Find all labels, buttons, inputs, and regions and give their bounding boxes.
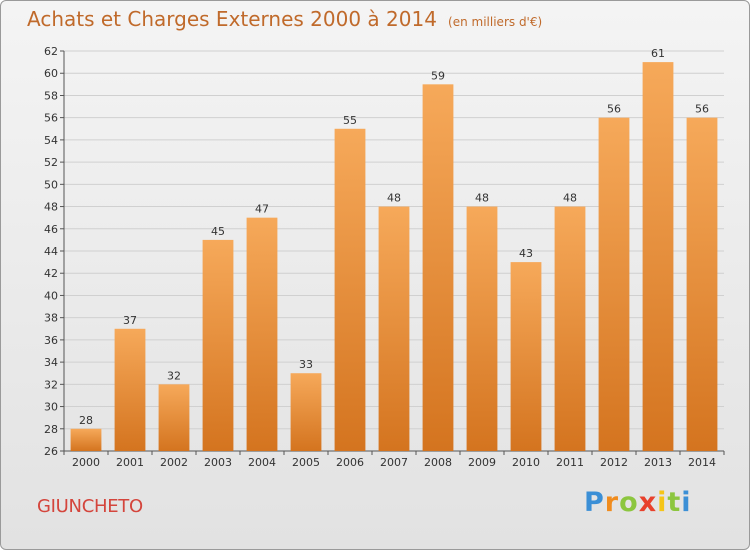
data-label: 47 xyxy=(255,203,269,216)
x-tick-label: 2009 xyxy=(468,456,496,469)
bar xyxy=(70,428,102,451)
data-label: 33 xyxy=(299,358,313,371)
y-tick-label: 26 xyxy=(44,445,58,458)
y-tick-label: 42 xyxy=(44,267,58,280)
x-tick-label: 2004 xyxy=(248,456,276,469)
data-label: 59 xyxy=(431,69,445,82)
proxiti-logo[interactable]: Proxiti xyxy=(584,487,692,518)
x-tick-label: 2007 xyxy=(380,456,408,469)
y-tick-label: 56 xyxy=(44,112,58,125)
subtitle-text: (en milliers d'€) xyxy=(448,15,543,29)
y-tick-label: 54 xyxy=(44,134,58,147)
bar xyxy=(598,117,630,452)
x-tick-label: 2000 xyxy=(72,456,100,469)
commune-name: GIUNCHETO xyxy=(37,496,143,517)
x-tick-label: 2010 xyxy=(512,456,540,469)
data-label: 56 xyxy=(607,103,621,116)
data-label: 55 xyxy=(343,114,357,127)
logo-letter: x xyxy=(638,487,658,518)
logo-letter: i xyxy=(657,487,668,518)
x-tick-label: 2011 xyxy=(556,456,584,469)
data-labels: 28 37 32 45 47 33 55 48 59 48 43 48 56 61 56 xyxy=(79,47,709,427)
x-tick-label: 2008 xyxy=(424,456,452,469)
x-tick-label: 2002 xyxy=(160,456,188,469)
x-tick-label: 2006 xyxy=(336,456,364,469)
data-label: 43 xyxy=(519,247,533,260)
y-tick-label: 30 xyxy=(44,401,58,414)
logo-letter: i xyxy=(681,487,692,518)
y-tick-label: 62 xyxy=(44,45,58,58)
logo-letter: o xyxy=(619,487,639,518)
bar xyxy=(246,217,278,451)
data-label: 28 xyxy=(79,414,93,427)
bar xyxy=(378,206,410,451)
bar xyxy=(202,239,234,451)
y-tick-label: 40 xyxy=(44,289,58,302)
y-tick-label: 58 xyxy=(44,89,58,102)
x-tick-label: 2012 xyxy=(600,456,628,469)
axes: 26 28 30 32 34 36 38 40 42 44 46 48 50 52 54 56 58 60 62 20… xyxy=(44,45,725,469)
y-tick-label: 46 xyxy=(44,223,58,236)
y-tick-label: 50 xyxy=(44,178,58,191)
logo-letter: P xyxy=(584,487,605,518)
logo-letter: r xyxy=(604,487,620,518)
x-tick-label: 2014 xyxy=(688,456,716,469)
chart-title: Achats et Charges Externes 2000 à 2014 (… xyxy=(27,7,542,31)
data-label: 37 xyxy=(123,314,137,327)
y-tick-label: 36 xyxy=(44,334,58,347)
y-tick-label: 60 xyxy=(44,67,58,80)
y-tick-label: 38 xyxy=(44,312,58,325)
title-text: Achats et Charges Externes 2000 à 2014 xyxy=(27,7,437,31)
bar xyxy=(510,262,542,451)
y-tick-label: 48 xyxy=(44,201,58,214)
bars xyxy=(70,62,718,452)
bar xyxy=(290,373,322,451)
bar xyxy=(422,84,454,451)
x-tick-label: 2013 xyxy=(644,456,672,469)
data-label: 48 xyxy=(475,192,489,205)
bar xyxy=(686,117,718,452)
y-tick-label: 28 xyxy=(44,423,58,436)
x-tick-label: 2001 xyxy=(116,456,144,469)
data-label: 48 xyxy=(387,192,401,205)
y-tick-label: 44 xyxy=(44,245,58,258)
bar xyxy=(642,62,674,451)
bar xyxy=(554,206,586,451)
bar xyxy=(334,128,366,451)
data-label: 61 xyxy=(651,47,665,60)
data-label: 45 xyxy=(211,225,225,238)
bar xyxy=(466,206,498,451)
bar xyxy=(114,328,146,451)
x-tick-label: 2003 xyxy=(204,456,232,469)
data-label: 32 xyxy=(167,369,181,382)
y-tick-label: 34 xyxy=(44,356,58,369)
logo-letter: t xyxy=(667,487,682,518)
data-label: 56 xyxy=(695,103,709,116)
bar xyxy=(158,384,190,451)
y-tick-label: 52 xyxy=(44,156,58,169)
y-tick-label: 32 xyxy=(44,378,58,391)
data-label: 48 xyxy=(563,192,577,205)
x-tick-label: 2005 xyxy=(292,456,320,469)
